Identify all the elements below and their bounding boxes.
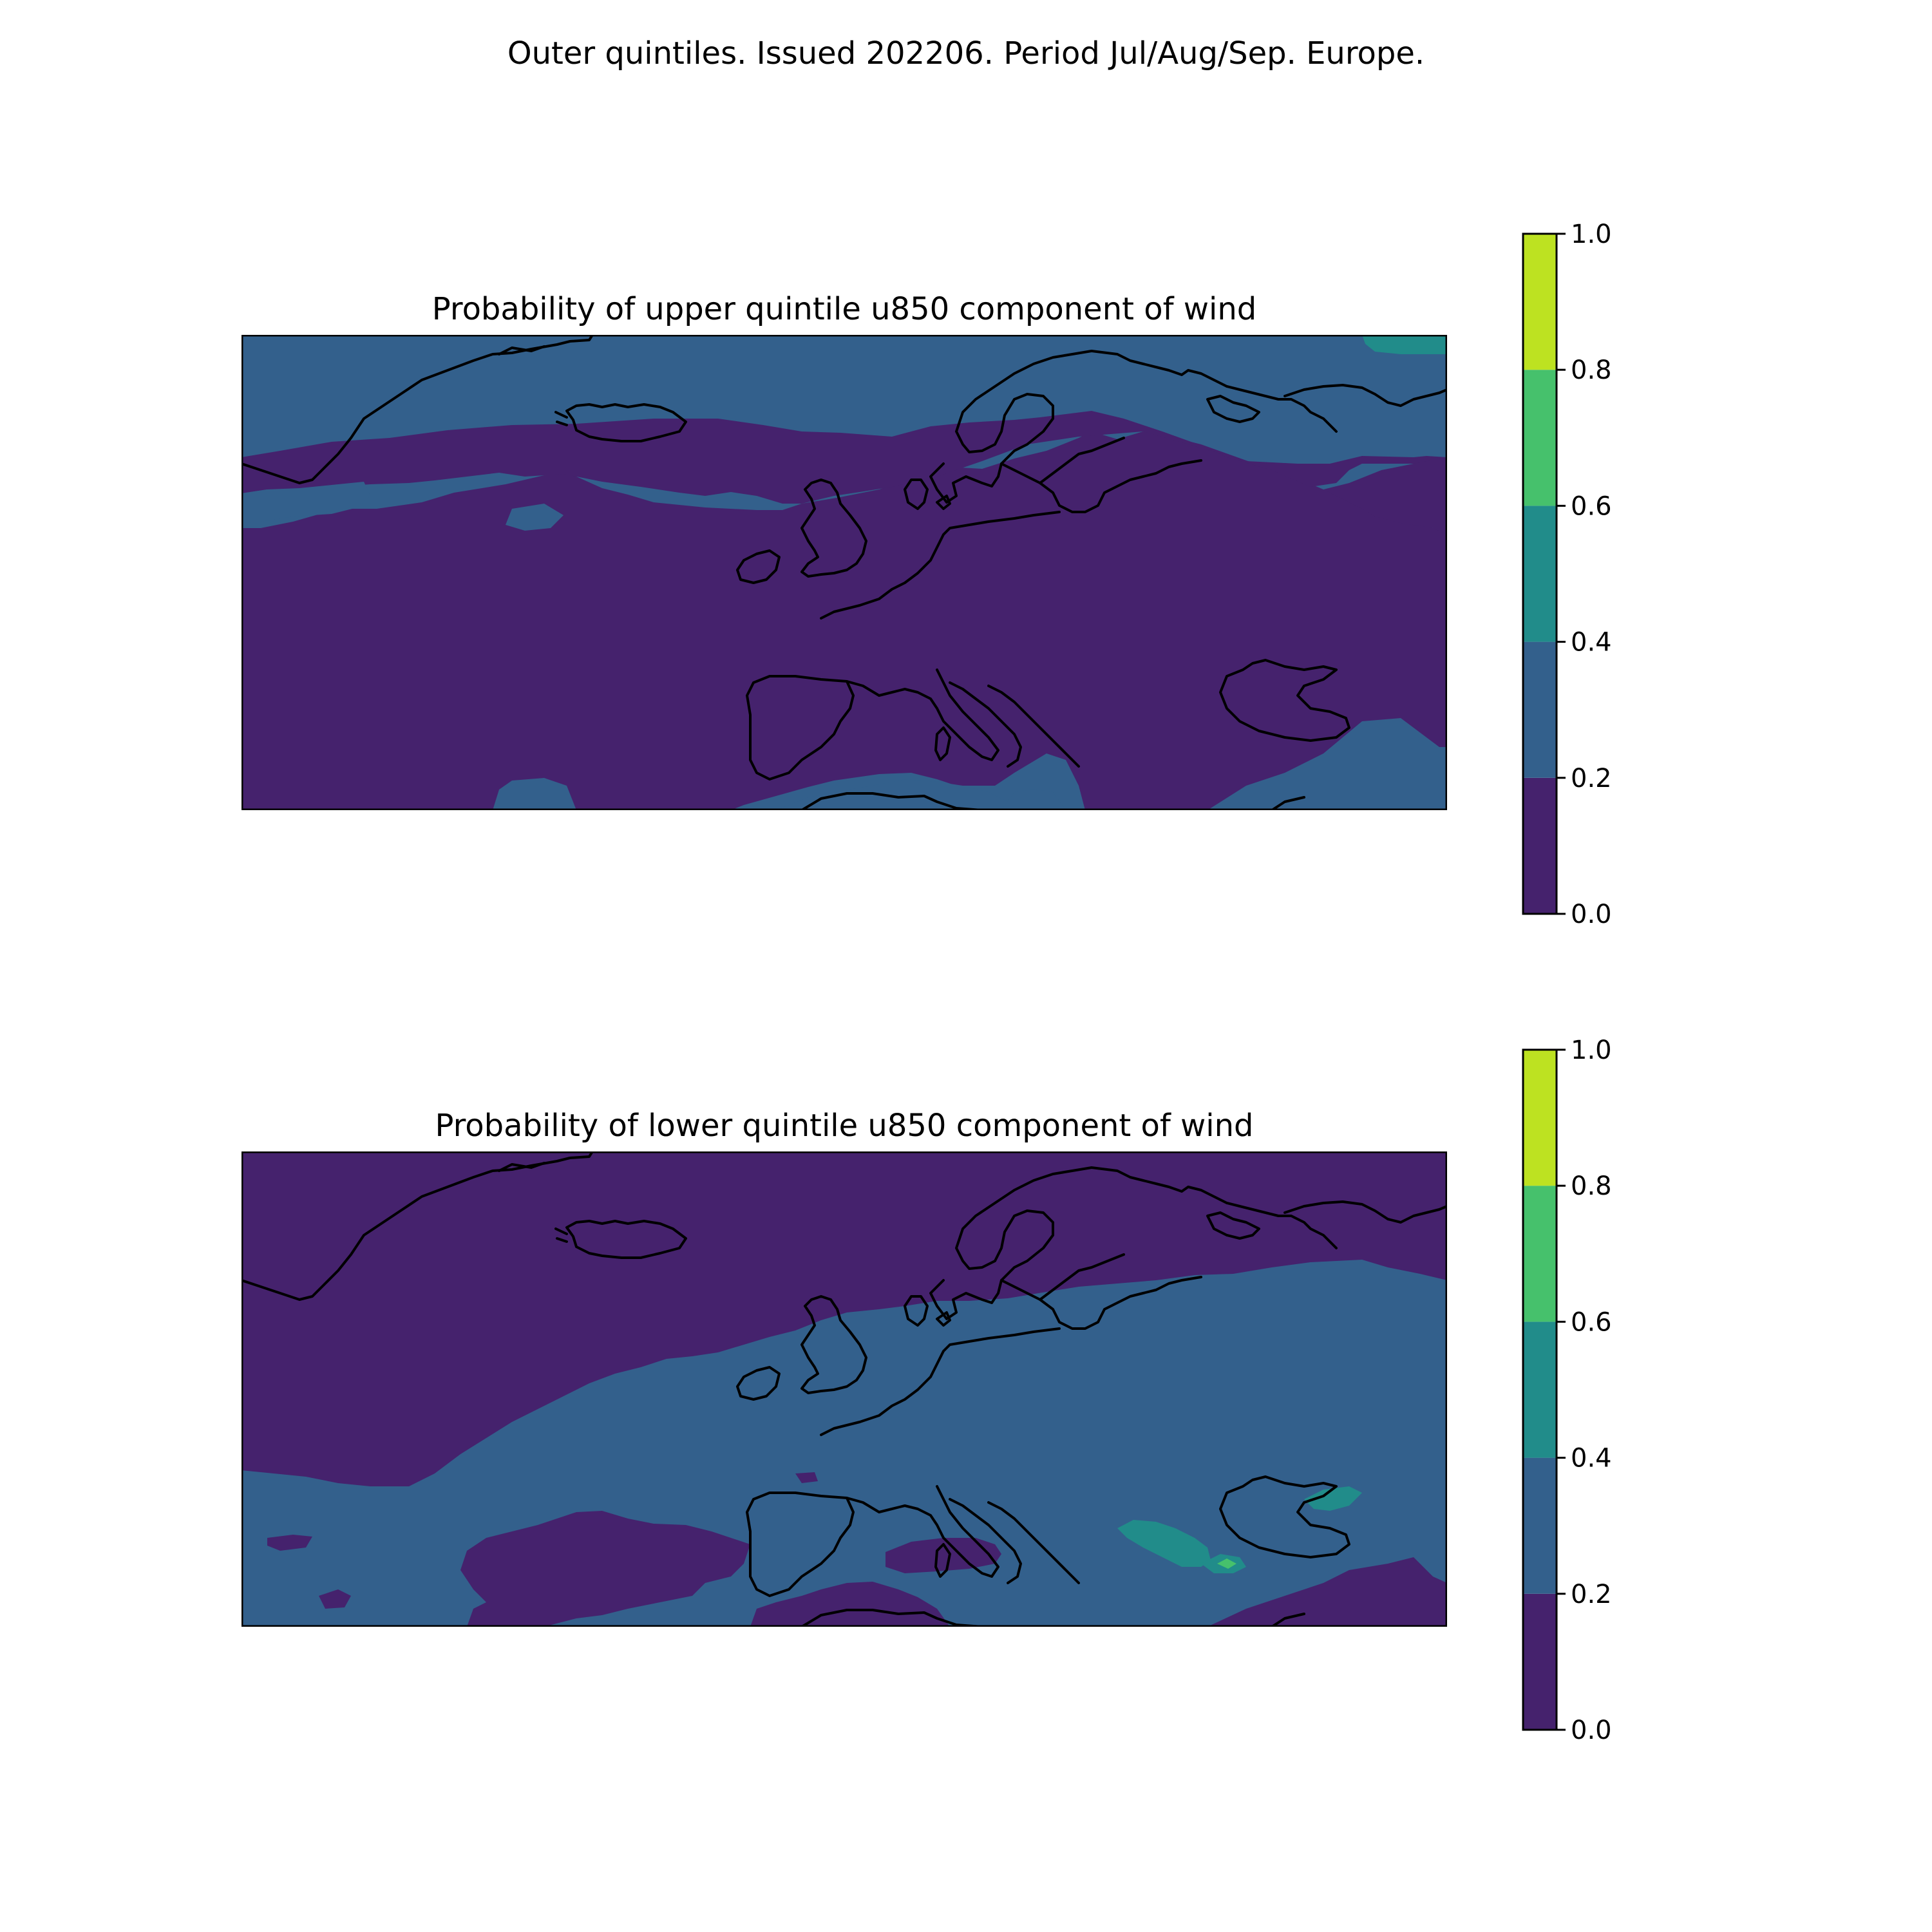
map-frame xyxy=(242,1151,1447,1627)
region-prob-0.2-0.4 xyxy=(1208,718,1447,810)
figure-suptitle: Outer quintiles. Issued 202206. Period J… xyxy=(507,35,1425,71)
colorbar-band xyxy=(1523,1186,1557,1322)
colorbar-band xyxy=(1523,777,1557,914)
region-prob-0.0-0.2 xyxy=(242,1151,1447,1486)
region-prob-0.2-0.4 xyxy=(776,779,1021,810)
map-upper-quintile xyxy=(242,335,1447,810)
panel-title-upper: Probability of upper quintile u850 compo… xyxy=(431,291,1257,327)
region-prob-0.4-0.6 xyxy=(1117,1520,1211,1567)
colorbar-tick-label: 0.0 xyxy=(1571,900,1612,929)
colorbar-tick-label: 0.0 xyxy=(1571,1716,1612,1745)
colorbar-tick-label: 0.4 xyxy=(1571,1444,1612,1473)
colorbar-tick-label: 0.2 xyxy=(1571,764,1612,793)
region-prob-0.0-0.2 xyxy=(319,1589,351,1609)
region-prob-0.2-0.4 xyxy=(506,504,564,531)
colorbar-band xyxy=(1523,1050,1557,1186)
region-prob-0.2-0.4 xyxy=(1001,789,1066,810)
region-prob-0.4-0.6 xyxy=(1362,335,1447,354)
region-prob-0.0-0.2 xyxy=(795,1472,818,1483)
region-prob-0.0-0.2 xyxy=(242,411,1447,504)
region-prob-0.2-0.4 xyxy=(242,482,370,523)
region-prob-0.6-0.8 xyxy=(1217,1558,1236,1569)
colorbar-tick-label: 1.0 xyxy=(1571,220,1612,249)
colorbar-tick-label: 0.2 xyxy=(1571,1580,1612,1609)
region-prob-0.0-0.2 xyxy=(267,1535,312,1551)
region-prob-0.0-0.2 xyxy=(460,1511,750,1627)
coastline xyxy=(242,1151,1447,1627)
region-prob-0.0-0.2 xyxy=(750,1582,950,1627)
colorbar-band xyxy=(1523,1457,1557,1594)
colorbar-tick-label: 0.8 xyxy=(1571,355,1612,385)
colorbar-band xyxy=(1523,506,1557,642)
region-prob-0.0-0.2 xyxy=(886,1538,1001,1573)
colorbar-band xyxy=(1523,641,1557,778)
map-lower-quintile xyxy=(242,1151,1447,1627)
colorbar-tick-label: 0.4 xyxy=(1571,628,1612,658)
colorbar-lower: 0.0 0.2 0.4 0.6 0.8 1.0 xyxy=(1522,1036,1612,1745)
colorbar-band xyxy=(1523,1593,1557,1730)
coastline xyxy=(242,335,1447,810)
panel-title-lower: Probability of lower quintile u850 compo… xyxy=(435,1108,1254,1144)
colorbar-tick-label: 0.6 xyxy=(1571,1307,1612,1337)
colorbar-upper: 0.0 0.2 0.4 0.6 0.8 1.0 xyxy=(1522,220,1612,929)
colorbar-band xyxy=(1523,234,1557,370)
region-prob-0.0-0.2 xyxy=(1208,1557,1447,1627)
region-prob-0.4-0.6 xyxy=(1304,1486,1362,1511)
map-frame xyxy=(242,335,1447,810)
colorbar-band xyxy=(1523,1321,1557,1458)
colorbar-tick-label: 0.8 xyxy=(1571,1171,1612,1201)
region-prob-0.0-0.2 xyxy=(1323,457,1447,535)
colorbar-tick-label: 1.0 xyxy=(1571,1036,1612,1065)
colorbar-tick-label: 0.6 xyxy=(1571,491,1612,521)
colorbar-band xyxy=(1523,370,1557,506)
